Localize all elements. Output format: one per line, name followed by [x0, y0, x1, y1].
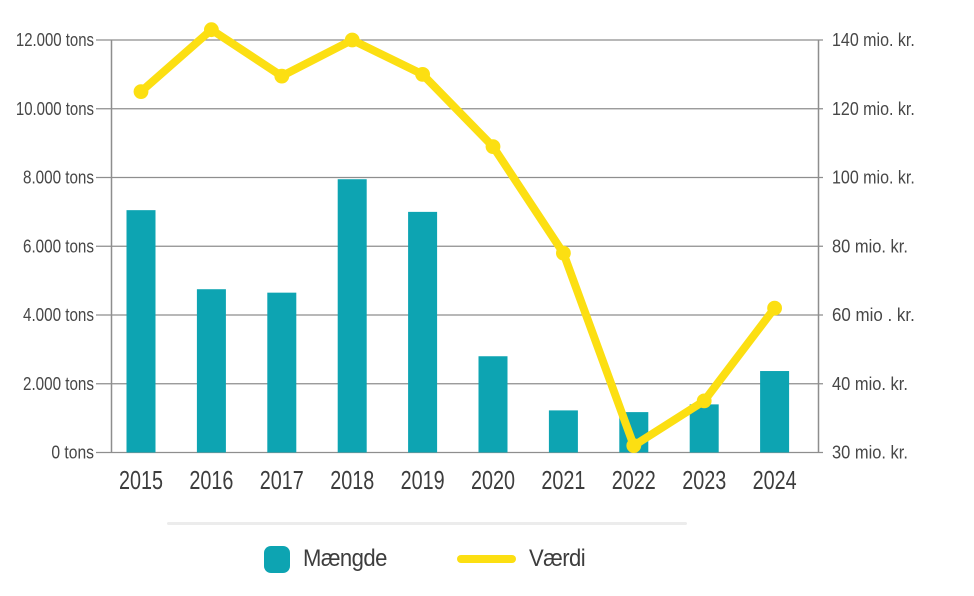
line-point-2015	[133, 84, 149, 99]
x-axis-label-2017: 2017	[260, 465, 304, 495]
line-point-2017	[274, 68, 290, 84]
line-point-2018	[344, 32, 360, 48]
line-point-2022	[626, 438, 642, 453]
x-axis-label-2022: 2022	[612, 465, 656, 495]
left-axis-tick-label: 8.000 tons	[23, 168, 94, 188]
right-axis-tick-label: 30 mio. kr.	[832, 443, 908, 463]
legend-item-vaerdi: Værdi	[456, 545, 590, 572]
right-axis-tick-label: 60 mio . kr.	[832, 305, 915, 325]
x-axis-label-2021: 2021	[541, 465, 585, 495]
line-point-2020	[485, 139, 501, 155]
line-point-2021	[556, 245, 571, 261]
left-axis-tick-label: 2.000 tons	[23, 374, 94, 394]
line-point-2024	[767, 300, 782, 316]
x-axis-label-2019: 2019	[401, 465, 445, 495]
vaerdi-line	[137, 25, 779, 450]
left-axis-tick-label: 6.000 tons	[23, 236, 94, 256]
legend-label-maengde: Mængde	[303, 545, 388, 572]
bar-2016	[196, 289, 226, 453]
left-axis-tick-label: 0 tons	[51, 443, 94, 463]
bar-2021	[548, 410, 578, 453]
x-axis-label-2018: 2018	[330, 465, 374, 495]
right-axis-tick-label: 140 mio. kr.	[832, 30, 915, 50]
line-point-2016	[204, 22, 219, 38]
bar-2015	[126, 210, 156, 453]
legend-item-maengde: Mængde	[264, 545, 394, 573]
left-axis-tick-label: 10.000 tons	[16, 99, 94, 119]
x-axis-label-2023: 2023	[682, 465, 726, 495]
line-point-2023	[696, 393, 712, 409]
combo-chart: 0 tons 2.000 tons 4.000 tons 6.000 tons 8.00…	[16, 22, 915, 495]
x-axis-label-2024: 2024	[753, 465, 797, 495]
x-axis-label-2016: 2016	[189, 465, 233, 495]
left-axis-tick-label: 4.000 tons	[23, 305, 94, 325]
bar-2017	[267, 292, 297, 453]
right-axis-tick-label: 80 mio. kr.	[832, 236, 908, 256]
maengde-bar-swatch-icon	[264, 545, 291, 573]
legend-divider	[167, 522, 687, 525]
right-axis-tick-label: 120 mio. kr.	[832, 99, 915, 119]
bar-2023	[689, 404, 719, 453]
x-axis-label-2020: 2020	[471, 465, 515, 495]
vaerdi-line-swatch-icon	[456, 555, 516, 563]
bar-2024	[760, 371, 790, 453]
bar-2018	[337, 179, 367, 453]
left-axis-tick-label: 12.000 tons	[16, 30, 94, 50]
right-axis-tick-label: 40 mio. kr.	[832, 374, 908, 394]
bar-2020	[478, 356, 508, 453]
line-point-2019	[415, 67, 430, 82]
x-axis-label-2015: 2015	[119, 465, 163, 495]
legend: Mængde Værdi	[167, 540, 687, 578]
right-axis-tick-label: 100 mio. kr.	[832, 168, 915, 188]
bar-2019	[408, 211, 438, 453]
legend-label-vaerdi: Værdi	[528, 545, 586, 572]
